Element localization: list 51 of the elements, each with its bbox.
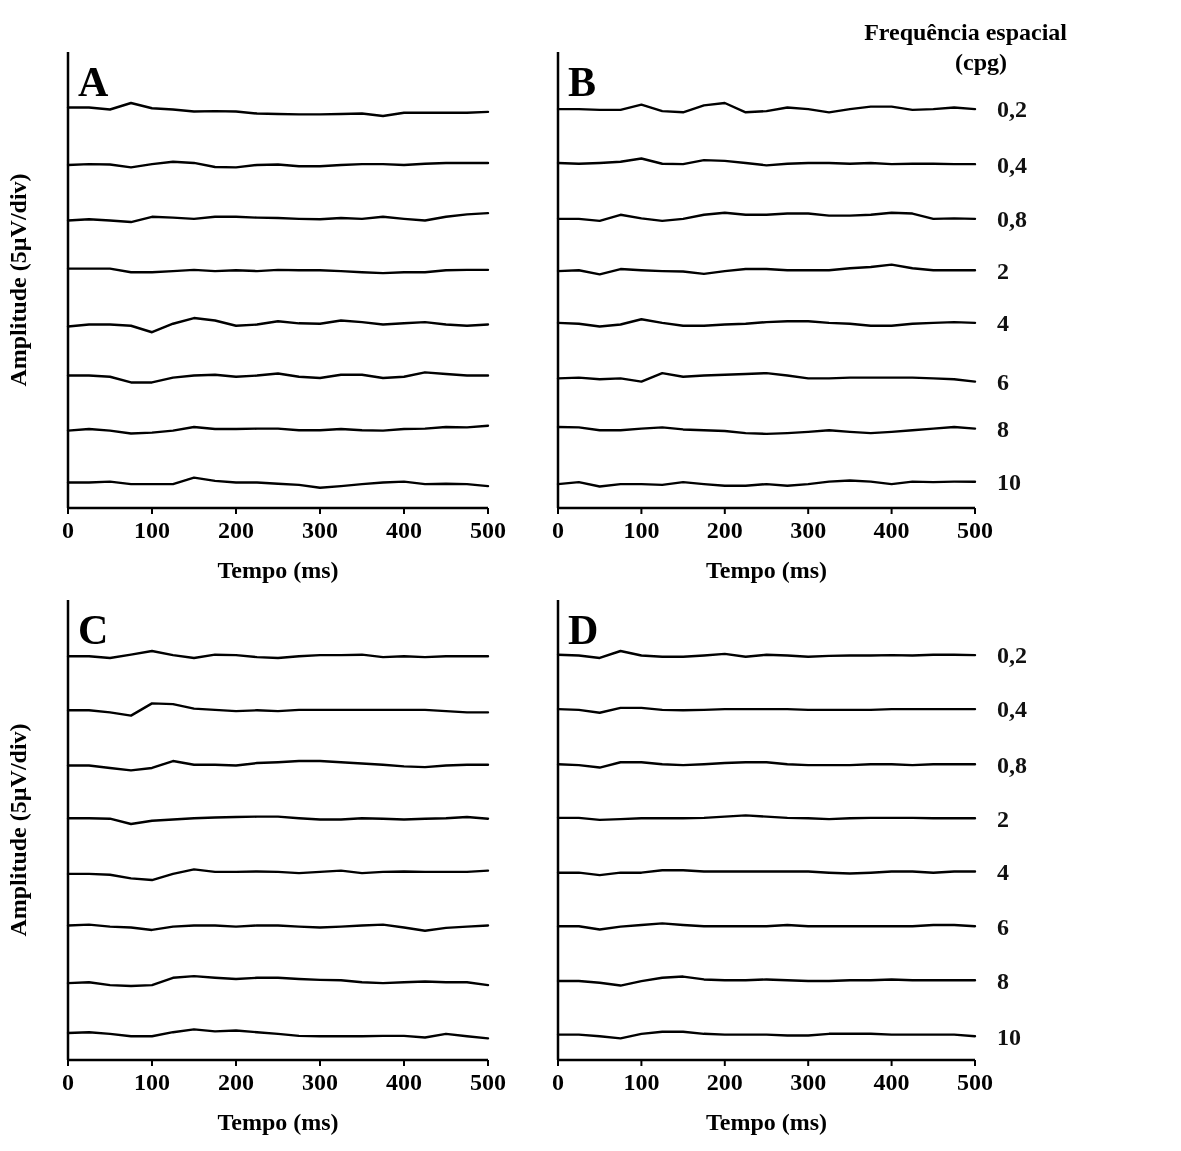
series-label: 8 xyxy=(997,416,1009,443)
x-tick-label: 0 xyxy=(62,517,74,543)
x-tick-label: 300 xyxy=(302,517,338,543)
x-tick-label: 300 xyxy=(302,1069,338,1095)
x-tick-label: 200 xyxy=(706,517,743,543)
chart-title: B xyxy=(568,59,597,105)
x-tick-label: 500 xyxy=(957,517,993,543)
series-label: 0,4 xyxy=(997,696,1027,723)
chart-title: C xyxy=(78,607,109,653)
x-tick-label: 100 xyxy=(134,1069,170,1095)
series-label: 8 xyxy=(997,967,1009,994)
series-label: 10 xyxy=(997,469,1021,496)
x-tick-label: 0 xyxy=(552,1069,564,1095)
x-tick-label: 500 xyxy=(470,517,506,543)
series-label: 4 xyxy=(997,858,1009,885)
series-label: 10 xyxy=(997,1023,1021,1050)
x-tick-label: 300 xyxy=(790,1069,827,1095)
x-axis-title: Tempo (ms) xyxy=(217,1109,339,1135)
series-label: 6 xyxy=(997,913,1009,940)
x-tick-label: 500 xyxy=(470,1069,506,1095)
x-tick-label: 400 xyxy=(386,517,422,543)
y-axis-title: Amplitude (5µV/div) xyxy=(5,723,31,937)
series-label: 0,4 xyxy=(997,151,1027,178)
series-label: 0,8 xyxy=(997,751,1027,778)
series-label: 6 xyxy=(997,369,1009,396)
x-tick-label: 400 xyxy=(873,517,910,543)
y-axis-title: Amplitude (5µV/div) xyxy=(5,173,31,387)
series-label: 0,8 xyxy=(997,206,1027,233)
x-axis-title: Tempo (ms) xyxy=(705,1109,828,1135)
x-tick-label: 100 xyxy=(623,517,660,543)
series-label: 0,2 xyxy=(997,642,1027,669)
x-axis-title: Tempo (ms) xyxy=(705,557,828,583)
x-tick-label: 200 xyxy=(218,517,254,543)
x-tick-label: 100 xyxy=(134,517,170,543)
chart-title: A xyxy=(78,59,109,105)
x-tick-label: 100 xyxy=(623,1069,660,1095)
x-tick-label: 200 xyxy=(706,1069,743,1095)
x-tick-label: 0 xyxy=(62,1069,74,1095)
legend-title: Frequência espacial (cpg) xyxy=(864,19,1068,75)
series-label: 2 xyxy=(997,257,1009,284)
x-tick-label: 400 xyxy=(386,1069,422,1095)
series-label: 4 xyxy=(997,310,1009,337)
x-tick-label: 200 xyxy=(218,1069,254,1095)
series-label: 2 xyxy=(997,805,1009,832)
x-tick-label: 500 xyxy=(957,1069,993,1095)
series-label: 0,2 xyxy=(997,96,1027,123)
x-tick-label: 0 xyxy=(552,517,564,543)
x-tick-label: 300 xyxy=(790,517,827,543)
chart-title: D xyxy=(568,607,599,653)
x-axis-title: Tempo (ms) xyxy=(217,557,339,583)
x-tick-label: 400 xyxy=(873,1069,910,1095)
